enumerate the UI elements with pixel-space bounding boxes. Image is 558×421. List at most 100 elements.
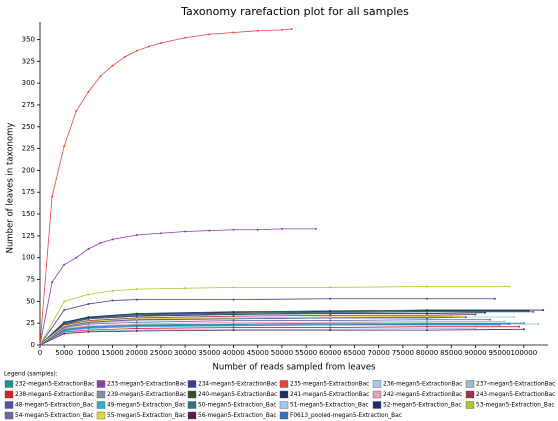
data-point xyxy=(464,316,467,319)
legend-label: 48-megan5-Extraction_Bac xyxy=(15,403,94,409)
legend-label: 243-megan5-ExtractionBac xyxy=(476,392,555,398)
data-point xyxy=(493,297,496,300)
x-tick-label: 60000 xyxy=(319,349,341,357)
x-tick-label: 5000 xyxy=(55,349,73,357)
data-point xyxy=(135,324,138,327)
data-point xyxy=(87,324,90,327)
legend-swatch xyxy=(96,380,106,388)
data-point xyxy=(542,309,545,312)
y-tick-label: 200 xyxy=(22,166,35,174)
data-point xyxy=(329,286,332,289)
data-point xyxy=(426,312,429,315)
x-tick-label: 95000 xyxy=(488,349,510,357)
x-tick-label: 65000 xyxy=(343,349,365,357)
data-point xyxy=(184,230,187,233)
data-point xyxy=(63,263,66,266)
data-point xyxy=(99,75,102,78)
series-line xyxy=(39,312,486,346)
legend-label: 233-megan5-ExtractionBac xyxy=(107,382,186,388)
legend-swatch xyxy=(187,401,197,409)
data-point xyxy=(159,41,162,44)
data-point xyxy=(135,49,138,52)
x-tick-label: 45000 xyxy=(247,349,269,357)
data-point xyxy=(135,330,138,333)
x-tick-label: 35000 xyxy=(198,349,220,357)
y-tick-label: 0 xyxy=(31,341,35,349)
data-point xyxy=(87,316,90,319)
data-point xyxy=(111,64,114,67)
data-point xyxy=(232,323,235,326)
data-point xyxy=(329,311,332,314)
legend-label: 237-megan5-ExtractionBac xyxy=(476,382,555,388)
legend-swatch xyxy=(4,411,14,420)
data-point xyxy=(232,310,235,313)
legend-label: 56-megan5-Extraction_Bac xyxy=(198,413,277,419)
series-line xyxy=(39,328,476,346)
legend-label: 236-megan5-ExtractionBac xyxy=(383,382,462,388)
data-point xyxy=(280,28,283,31)
data-point xyxy=(426,327,429,330)
data-point xyxy=(488,318,491,321)
data-point xyxy=(63,321,66,324)
data-point xyxy=(256,228,259,231)
legend-label: 55-megan5-Extraction_Bac xyxy=(107,413,186,419)
data-point xyxy=(111,289,114,292)
data-point xyxy=(135,298,138,301)
data-point xyxy=(513,316,516,319)
data-point xyxy=(474,313,477,316)
data-point xyxy=(63,309,66,312)
data-point xyxy=(51,195,54,198)
data-point xyxy=(426,329,429,332)
y-tick-label: 275 xyxy=(22,101,35,109)
data-point xyxy=(87,302,90,305)
data-point xyxy=(99,241,102,244)
legend-label: 234-megan5-ExtractionBac xyxy=(198,382,277,388)
data-point xyxy=(87,320,90,323)
legend-swatch xyxy=(279,390,289,399)
legend-label: 52-megan5-Extraction_Bac xyxy=(383,403,462,409)
legend-swatch xyxy=(465,401,475,409)
legend-swatch xyxy=(96,401,106,409)
data-point xyxy=(232,321,235,324)
series-line xyxy=(39,324,500,346)
x-tick-label: 70000 xyxy=(368,349,390,357)
data-point xyxy=(87,330,90,333)
data-point xyxy=(51,281,54,284)
data-point xyxy=(184,36,187,39)
legend-swatch xyxy=(4,380,14,388)
legend-label: 242-megan5-ExtractionBac xyxy=(383,392,462,398)
legend-label: 240-megan5-ExtractionBac xyxy=(198,392,277,398)
data-point xyxy=(208,229,211,232)
data-point xyxy=(329,329,332,332)
data-point xyxy=(517,325,520,328)
legend-label: 54-megan5-Extraction_Bac xyxy=(15,413,94,419)
data-point xyxy=(232,329,235,332)
series-line xyxy=(39,326,519,346)
data-point xyxy=(508,323,511,326)
legend-label: 241-megan5-ExtractionBac xyxy=(290,392,369,398)
x-tick-label: 25000 xyxy=(150,349,172,357)
x-axis-label: Number of reads sampled from leaves xyxy=(213,363,377,373)
data-point xyxy=(123,55,126,58)
x-tick-label: 90000 xyxy=(464,349,486,357)
data-point xyxy=(232,286,235,289)
data-point xyxy=(426,285,429,288)
data-point xyxy=(87,247,90,250)
legend-swatch xyxy=(96,411,106,420)
data-point xyxy=(503,320,506,323)
y-tick-label: 300 xyxy=(22,79,35,87)
data-point xyxy=(256,29,259,32)
legend-swatch xyxy=(372,390,382,399)
data-point xyxy=(232,298,235,301)
data-point xyxy=(329,314,332,317)
series-line xyxy=(39,309,544,346)
data-point xyxy=(508,285,511,288)
data-point xyxy=(63,332,66,335)
data-point xyxy=(537,323,540,326)
y-tick-label: 150 xyxy=(22,210,35,218)
legend-swatch xyxy=(187,411,197,420)
x-tick-label: 40000 xyxy=(222,349,244,357)
data-point xyxy=(135,314,138,317)
legend-swatch xyxy=(4,401,14,409)
